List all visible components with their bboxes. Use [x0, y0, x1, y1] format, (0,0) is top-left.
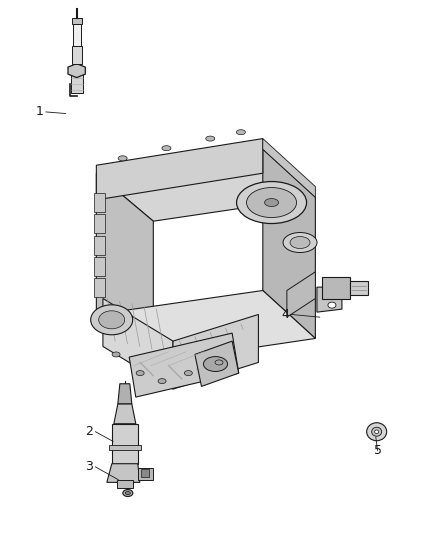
Ellipse shape — [158, 378, 166, 384]
Ellipse shape — [118, 156, 127, 161]
Ellipse shape — [162, 146, 171, 151]
Polygon shape — [94, 257, 105, 276]
Ellipse shape — [237, 182, 307, 223]
Ellipse shape — [206, 136, 215, 141]
Polygon shape — [103, 298, 173, 389]
Ellipse shape — [283, 232, 317, 253]
Polygon shape — [173, 314, 258, 389]
Bar — [112, 424, 138, 464]
Text: 4: 4 — [281, 308, 289, 321]
Polygon shape — [94, 236, 105, 255]
Polygon shape — [118, 384, 132, 404]
Ellipse shape — [215, 360, 223, 365]
Ellipse shape — [328, 302, 336, 308]
Bar — [72, 46, 81, 63]
Polygon shape — [129, 333, 239, 397]
Ellipse shape — [99, 311, 125, 329]
Polygon shape — [195, 341, 239, 386]
Polygon shape — [107, 464, 140, 482]
Text: 1: 1 — [36, 106, 44, 118]
Ellipse shape — [247, 188, 297, 217]
Text: 2: 2 — [85, 425, 93, 438]
Polygon shape — [263, 139, 315, 197]
Bar — [141, 469, 149, 477]
Bar — [322, 277, 350, 299]
Polygon shape — [96, 290, 315, 362]
Polygon shape — [96, 149, 315, 221]
Bar — [350, 281, 368, 295]
Polygon shape — [317, 287, 342, 312]
Ellipse shape — [125, 491, 131, 495]
Ellipse shape — [265, 198, 279, 207]
Ellipse shape — [112, 352, 120, 357]
Ellipse shape — [367, 423, 387, 441]
Ellipse shape — [372, 427, 381, 436]
Bar — [72, 18, 81, 23]
Bar — [71, 70, 83, 93]
Polygon shape — [94, 214, 105, 233]
Polygon shape — [114, 404, 136, 424]
Polygon shape — [96, 139, 263, 200]
Polygon shape — [138, 468, 153, 480]
Text: 5: 5 — [374, 444, 382, 457]
Polygon shape — [94, 278, 105, 297]
Ellipse shape — [203, 357, 228, 372]
Bar — [109, 446, 141, 450]
Bar — [117, 480, 133, 488]
Text: 3: 3 — [85, 461, 93, 473]
Ellipse shape — [136, 370, 144, 376]
Polygon shape — [68, 63, 85, 78]
Ellipse shape — [184, 370, 192, 376]
Ellipse shape — [237, 130, 245, 135]
Ellipse shape — [290, 237, 310, 248]
Polygon shape — [94, 193, 105, 212]
Polygon shape — [263, 149, 315, 338]
Bar — [73, 23, 81, 46]
Polygon shape — [96, 173, 153, 362]
Polygon shape — [287, 272, 315, 317]
Ellipse shape — [123, 489, 133, 497]
Ellipse shape — [91, 305, 133, 335]
Ellipse shape — [374, 430, 379, 433]
